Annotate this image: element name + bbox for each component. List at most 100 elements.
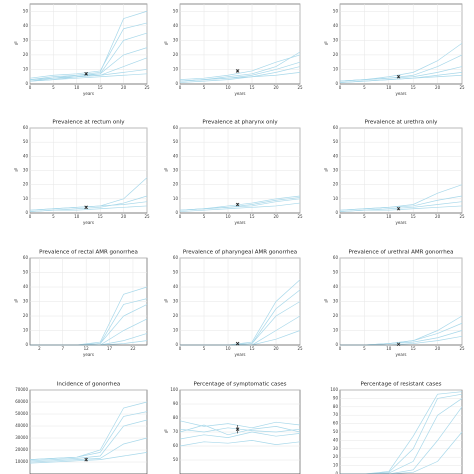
x-tick-label: 5 [52, 214, 55, 219]
x-tick-label: 25 [297, 214, 303, 219]
x-tick-label: 20 [121, 214, 127, 219]
chart-title: Prevalence at pharynx only [202, 120, 278, 126]
x-tick-label: 20 [273, 85, 279, 90]
y-axis-label: % [324, 299, 328, 304]
x-tick-label: 0 [179, 85, 182, 90]
point-marker [84, 457, 88, 462]
y-axis-label: % [164, 429, 168, 434]
y-tick-label: 40 [23, 23, 29, 28]
y-tick-label: 20 [173, 313, 179, 318]
x-tick-label: 25 [459, 346, 465, 351]
chart-title: Incidence of gonorrhea [57, 382, 121, 388]
y-tick-label: 60 [333, 255, 339, 260]
x-tick-label: 5 [363, 85, 366, 90]
y-tick-label: 30 [173, 168, 179, 173]
trajectory-line [29, 419, 148, 462]
y-tick-label: 60 [333, 125, 339, 130]
point-marker [84, 72, 88, 76]
trajectory-line [29, 437, 148, 463]
trajectory-line [179, 197, 301, 211]
y-tick-label: 50 [23, 139, 29, 144]
x-tick-label: 20 [435, 85, 441, 90]
trajectory-line [179, 202, 301, 212]
y-tick-label: 20 [333, 454, 339, 459]
y-tick-label: 30 [333, 299, 339, 304]
y-axis-label: % [324, 41, 328, 46]
trajectory-line [339, 205, 463, 212]
y-tick-label: 60 [23, 255, 29, 260]
trajectory-line [29, 73, 148, 82]
x-tick-label: 10 [225, 85, 231, 90]
y-tick-label: 70 [173, 429, 179, 434]
y-tick-label: 30000 [15, 435, 28, 440]
trajectory-line [340, 398, 463, 474]
y-tick-label: 10 [23, 66, 29, 71]
y-tick-label: 0 [335, 81, 338, 86]
y-tick-label: 50 [173, 457, 179, 462]
y-tick-label: 10 [333, 196, 339, 201]
y-tick-label: 40 [333, 153, 339, 158]
x-tick-label: 25 [459, 85, 465, 90]
x-axis-label: years [83, 352, 94, 357]
y-tick-label: 40000 [15, 423, 28, 428]
y-tick-label: 10 [333, 328, 339, 333]
y-tick-label: 40 [23, 153, 29, 158]
y-tick-label: 70 [333, 412, 339, 417]
x-tick-label: 22 [130, 346, 136, 351]
y-tick-label: 50 [173, 139, 179, 144]
y-tick-label: 40 [173, 153, 179, 158]
y-tick-label: 0 [335, 471, 338, 474]
x-tick-label: 5 [203, 85, 206, 90]
x-tick-label: 15 [249, 214, 255, 219]
y-tick-label: 50 [23, 270, 29, 275]
trajectory-line [179, 424, 301, 436]
x-tick-label: 10 [225, 214, 231, 219]
y-tick-label: 30 [333, 37, 339, 42]
x-tick-label: 5 [203, 214, 206, 219]
trajectory-line [29, 10, 148, 80]
y-tick-label: 30 [23, 37, 29, 42]
y-tick-label: 80 [173, 415, 179, 420]
x-tick-label: 17 [107, 346, 113, 351]
y-tick-label: 20 [173, 52, 179, 57]
y-tick-label: 60 [23, 125, 29, 130]
chart-title: Prevalence of urethral AMR gonorrhea [349, 250, 454, 256]
y-tick-label: 0 [175, 210, 178, 215]
x-axis-label: years [395, 91, 406, 96]
y-axis-label: % [14, 41, 18, 46]
y-tick-label: 20 [333, 52, 339, 57]
x-tick-label: 15 [249, 346, 255, 351]
trajectory-line [179, 66, 301, 83]
y-tick-label: 0 [175, 81, 178, 86]
x-tick-label: 20 [273, 214, 279, 219]
y-tick-label: 60 [333, 421, 339, 426]
observed-point [396, 74, 401, 79]
x-tick-label: 20 [121, 85, 127, 90]
trajectory-line [29, 205, 148, 212]
y-tick-label: 10 [333, 66, 339, 71]
x-tick-label: 15 [411, 214, 417, 219]
y-tick-label: 30 [173, 299, 179, 304]
y-tick-label: 30 [23, 168, 29, 173]
y-tick-label: 30 [333, 446, 339, 451]
y-tick-label: 50 [173, 8, 179, 13]
point-marker [235, 202, 240, 207]
x-tick-label: 10 [386, 85, 392, 90]
chart-title: Prevalence at rectum only [52, 120, 125, 126]
x-tick-label: 25 [459, 214, 465, 219]
x-tick-label: 0 [179, 346, 182, 351]
observed-point [84, 205, 88, 210]
x-tick-label: 15 [411, 85, 417, 90]
trajectory-line [179, 431, 301, 440]
x-tick-label: 25 [144, 214, 150, 219]
chart-title: Prevalence of rectal AMR gonorrhea [39, 250, 138, 256]
y-tick-label: 40 [23, 284, 29, 289]
y-tick-label: 50 [333, 139, 339, 144]
y-tick-label: 40 [333, 284, 339, 289]
y-tick-label: 40 [333, 23, 339, 28]
trajectory-line [179, 54, 301, 80]
y-axis-label: % [324, 168, 328, 173]
y-tick-label: 0 [335, 342, 338, 347]
y-tick-label: 50000 [15, 411, 28, 416]
